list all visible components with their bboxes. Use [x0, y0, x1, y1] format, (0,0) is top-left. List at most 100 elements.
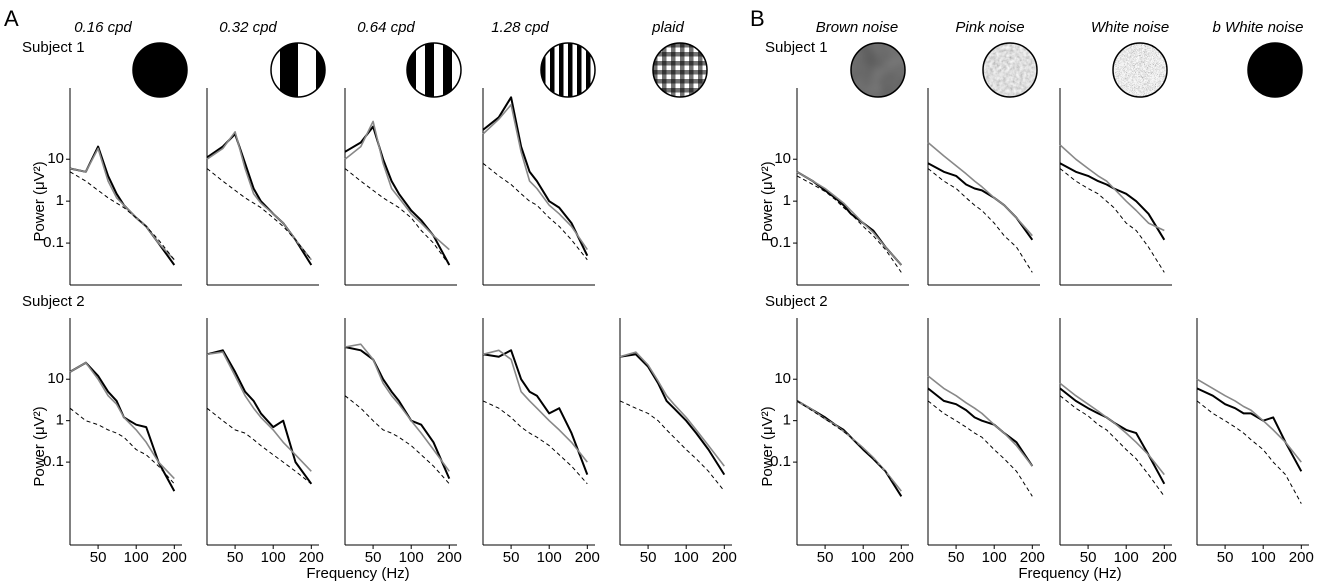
spectrum-line	[482, 103, 588, 251]
stimulus-outline	[850, 42, 906, 98]
stimulus-image	[850, 42, 906, 98]
x-tick-label: 50	[365, 549, 382, 566]
stripe	[316, 43, 325, 97]
spectrum-line	[1059, 144, 1165, 232]
stimulus-fill	[133, 43, 187, 97]
spectrum-line	[206, 407, 312, 485]
x-tick-label: 200	[299, 549, 324, 566]
spectrum-line	[69, 171, 175, 261]
spectrum-line	[927, 400, 1033, 497]
x-tick-label: 50	[817, 549, 834, 566]
spectrum-line	[1196, 378, 1302, 463]
stimulus-image	[132, 42, 188, 98]
y-axis-label: Power (μV²)	[759, 406, 776, 486]
spectrum-line	[619, 353, 726, 476]
x-tick-label: 200	[889, 549, 914, 566]
stimulus-image	[982, 42, 1038, 98]
spectrum-line	[206, 351, 312, 472]
stripe	[559, 43, 564, 97]
y-tick-label: 1	[783, 192, 791, 209]
stripe	[443, 43, 452, 97]
spectrum-line	[927, 141, 1033, 237]
column-title: 0.32 cpd	[219, 19, 277, 36]
y-tick-label: 10	[774, 150, 791, 167]
spectrum-line	[619, 400, 725, 492]
stripe	[653, 88, 707, 93]
noise	[1113, 43, 1167, 97]
x-tick-label: 100	[982, 549, 1007, 566]
spectrum-line	[796, 400, 903, 497]
spectrum-line	[69, 361, 176, 492]
x-tick-label: 200	[1289, 549, 1314, 566]
spectrum-line	[69, 147, 175, 261]
x-tick-label: 100	[537, 549, 562, 566]
stripe	[133, 43, 187, 97]
y-axis-label: Power (μV²)	[31, 161, 48, 241]
stimulus-fill	[1248, 43, 1302, 97]
stimulus-outline	[652, 42, 708, 98]
y-tick-label: 1	[56, 412, 64, 429]
stripe	[568, 43, 573, 97]
y-tick-label: 0.1	[43, 453, 64, 470]
x-tick-label: 100	[1114, 549, 1139, 566]
spectrum-line	[796, 175, 902, 273]
stimulus-fill	[851, 43, 905, 97]
stripe	[577, 43, 582, 97]
stripe	[586, 43, 591, 97]
stimulus-image	[406, 42, 462, 98]
stimulus-fill	[983, 43, 1037, 97]
spectrum-line	[796, 400, 902, 492]
y-tick-label: 10	[47, 150, 64, 167]
column-title: 1.28 cpd	[491, 19, 549, 36]
stimulus-image	[1247, 42, 1303, 98]
spectrum-line	[69, 361, 175, 480]
x-tick-label: 200	[712, 549, 737, 566]
stimulus-fill	[271, 43, 325, 97]
column-title: plaid	[651, 19, 684, 36]
stimulus-fill	[407, 43, 461, 97]
column-title: 0.64 cpd	[357, 19, 415, 36]
y-tick-label: 10	[47, 370, 64, 387]
y-axis-label: Power (μV²)	[31, 406, 48, 486]
x-tick-label: 100	[124, 549, 149, 566]
column-title: Pink noise	[955, 19, 1024, 36]
x-tick-label: 100	[399, 549, 424, 566]
x-tick-label: 200	[162, 549, 187, 566]
subject-label: Subject 2	[765, 293, 828, 310]
y-tick-label: 10	[774, 370, 791, 387]
x-tick-label: 50	[640, 549, 657, 566]
spectrum-line	[796, 171, 902, 266]
spectrum-line	[1196, 400, 1302, 504]
y-axis-label: Power (μV²)	[759, 161, 776, 241]
spectrum-line	[1196, 387, 1303, 472]
x-tick-label: 200	[1020, 549, 1045, 566]
noise	[983, 43, 1037, 97]
spectrum-line	[69, 145, 176, 266]
spectrum-line	[482, 349, 589, 475]
spectrum-line	[796, 170, 903, 266]
spectrum-line	[482, 349, 588, 463]
stimulus-outline	[270, 42, 326, 98]
y-tick-label: 1	[783, 412, 791, 429]
spectrum-line	[796, 400, 902, 497]
stripe	[689, 43, 694, 97]
x-tick-label: 50	[227, 549, 244, 566]
x-tick-label: 50	[90, 549, 107, 566]
spectrum-line	[619, 351, 725, 467]
spectrum-line	[206, 349, 313, 485]
panel-label: A	[4, 6, 19, 31]
stimulus-outline	[1112, 42, 1168, 98]
x-axis-label: Frequency (Hz)	[1018, 565, 1121, 581]
stripe	[425, 43, 434, 97]
stimulus-outline	[406, 42, 462, 98]
x-tick-label: 100	[261, 549, 286, 566]
spectrum-line	[344, 120, 450, 251]
spectrum-line	[69, 407, 175, 485]
stimulus-image	[652, 42, 708, 98]
stimulus-outline	[540, 42, 596, 98]
spectrum-line	[482, 162, 588, 261]
spectrum-line	[1059, 395, 1165, 497]
spectrum-line	[344, 346, 451, 479]
